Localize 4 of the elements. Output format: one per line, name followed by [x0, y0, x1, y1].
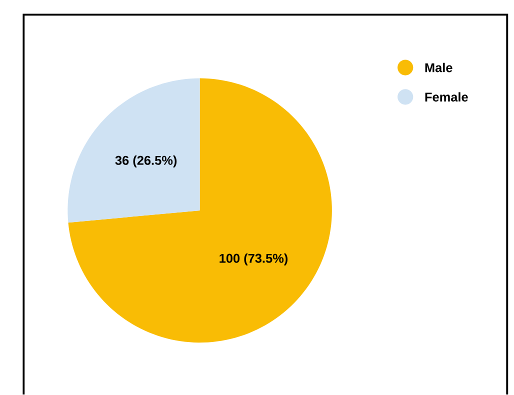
legend-label: Male — [425, 62, 452, 72]
legend-label: Female — [425, 92, 468, 102]
data-label: 100 (73.5%) — [220, 253, 288, 266]
data-label: 36 (26.5%) — [115, 155, 177, 168]
